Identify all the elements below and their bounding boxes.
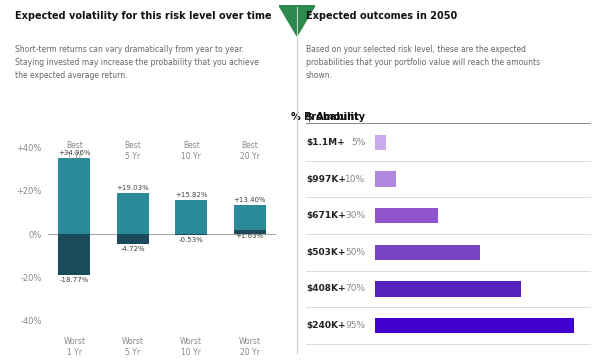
Bar bbox=[117, 234, 149, 244]
Bar bbox=[58, 234, 91, 275]
Text: Expected outcomes in 2050: Expected outcomes in 2050 bbox=[306, 11, 457, 21]
Text: $503K+: $503K+ bbox=[306, 248, 346, 257]
Text: $240K+: $240K+ bbox=[306, 321, 346, 330]
Bar bbox=[376, 135, 386, 150]
Bar bbox=[376, 318, 574, 333]
Text: 10%: 10% bbox=[346, 175, 365, 184]
Bar bbox=[376, 281, 521, 297]
Text: Based on your selected risk level, these are the expected
probabilities that you: Based on your selected risk level, these… bbox=[306, 45, 540, 80]
Text: Best
1 Yr: Best 1 Yr bbox=[66, 141, 83, 161]
Text: -18.77%: -18.77% bbox=[60, 277, 89, 283]
Text: $408K+: $408K+ bbox=[306, 284, 346, 293]
Bar bbox=[175, 200, 207, 234]
Text: Expected volatility for this risk level over time: Expected volatility for this risk level … bbox=[15, 11, 272, 21]
Bar bbox=[117, 193, 149, 234]
Text: Best
10 Yr: Best 10 Yr bbox=[181, 141, 201, 161]
Text: $ Amount: $ Amount bbox=[306, 112, 359, 122]
Text: 95%: 95% bbox=[346, 321, 365, 330]
Text: Best
5 Yr: Best 5 Yr bbox=[124, 141, 141, 161]
Text: $1.1M+: $1.1M+ bbox=[306, 138, 345, 147]
Bar bbox=[58, 158, 91, 234]
Text: -0.53%: -0.53% bbox=[179, 237, 203, 243]
Text: $997K+: $997K+ bbox=[306, 175, 346, 184]
Bar bbox=[376, 208, 438, 224]
Text: Best
20 Yr: Best 20 Yr bbox=[239, 141, 260, 161]
Text: Short-term returns can vary dramatically from year to year.
Staying invested may: Short-term returns can vary dramatically… bbox=[15, 45, 259, 80]
Bar bbox=[233, 230, 266, 234]
Bar bbox=[233, 205, 266, 234]
Text: -4.72%: -4.72% bbox=[121, 246, 145, 252]
Text: +1.63%: +1.63% bbox=[235, 233, 264, 239]
Text: 70%: 70% bbox=[346, 284, 365, 293]
Bar bbox=[175, 234, 207, 235]
Text: $671K+: $671K+ bbox=[306, 211, 346, 220]
Text: +19.03%: +19.03% bbox=[116, 185, 149, 191]
Text: 30%: 30% bbox=[346, 211, 365, 220]
Bar bbox=[376, 171, 396, 187]
Bar bbox=[376, 244, 480, 260]
Text: +15.82%: +15.82% bbox=[175, 192, 208, 198]
Text: % Probability: % Probability bbox=[292, 112, 365, 122]
Text: 5%: 5% bbox=[351, 138, 365, 147]
Text: 50%: 50% bbox=[346, 248, 365, 257]
Text: +13.40%: +13.40% bbox=[233, 197, 266, 203]
Polygon shape bbox=[279, 5, 315, 36]
Text: +34.96%: +34.96% bbox=[58, 150, 91, 156]
